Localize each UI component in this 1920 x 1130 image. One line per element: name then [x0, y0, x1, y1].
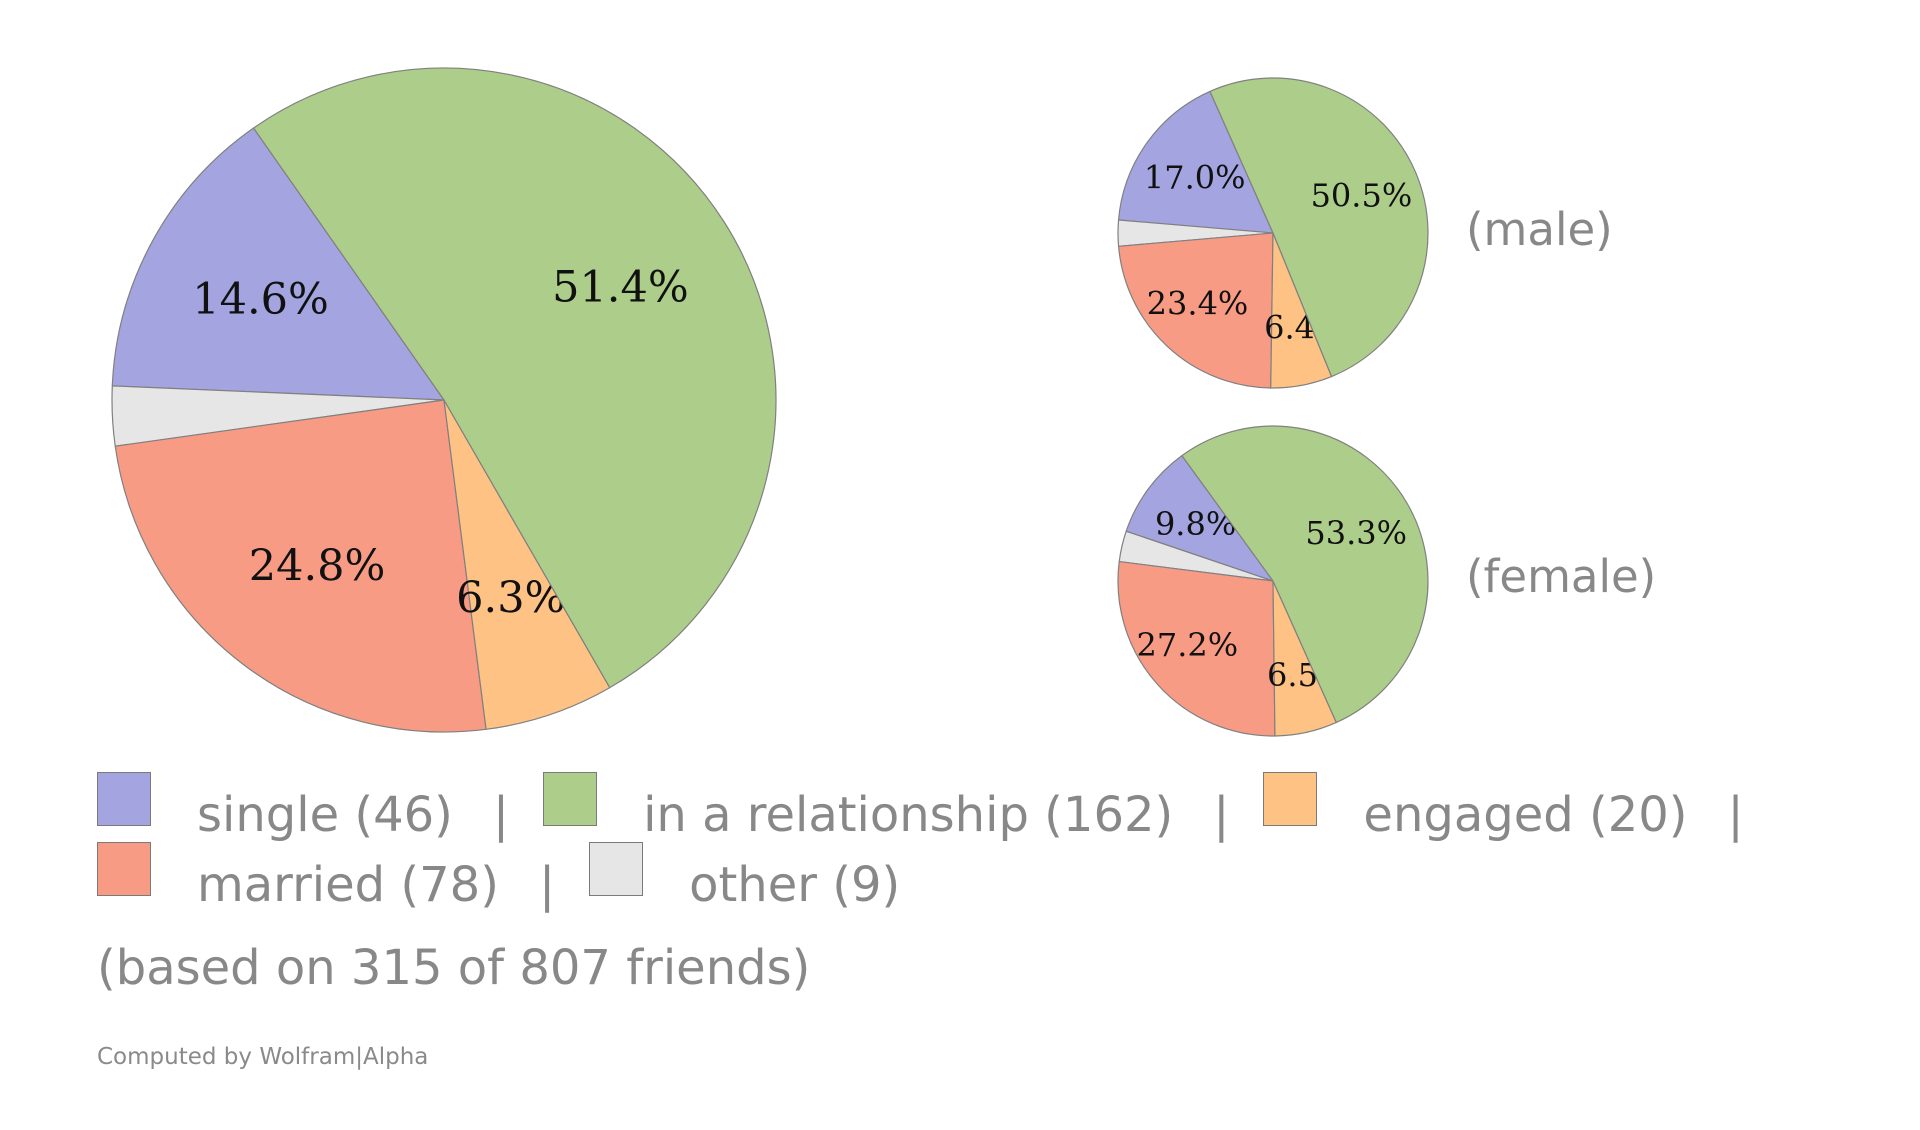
- legend-item-single: single (46): [97, 768, 453, 843]
- pie-label-all-married: 24.8%: [249, 541, 386, 591]
- pie-slice-all-married: [114, 399, 487, 733]
- legend-swatch-single: [97, 772, 151, 826]
- pie-slice-female-relationship: [1181, 425, 1429, 724]
- pie-chart-female: 9.8%27.2%6.5%53.3%: [1117, 425, 1429, 737]
- legend-label-relationship: in a relationship: [643, 787, 1029, 843]
- pie-label-all-single: 14.6%: [192, 275, 329, 325]
- legend-separator: |: [1213, 787, 1230, 843]
- legend-count-engaged: (20): [1589, 787, 1688, 843]
- pie-label-all-relationship: 51.4%: [552, 263, 689, 313]
- legend-swatch-relationship: [543, 772, 598, 826]
- legend-row-2: married (78) | other (9): [97, 838, 1887, 913]
- legend-item-married: married (78): [97, 838, 499, 913]
- pie-label-male-married: 23.4%: [1147, 284, 1249, 322]
- legend-item-relationship: in a relationship (162): [543, 768, 1173, 843]
- legend-separator: |: [1727, 787, 1744, 843]
- legend-label-engaged: engaged: [1363, 787, 1574, 843]
- pie-slice-all-relationship: [252, 67, 777, 689]
- legend: single (46) | in a relationship (162) | …: [97, 768, 1887, 913]
- pie-slice-male-relationship: [1209, 77, 1429, 378]
- legend-separator: |: [492, 787, 510, 843]
- pie-label-male-relationship: 50.5%: [1311, 176, 1413, 214]
- legend-swatch-other: [589, 842, 644, 896]
- legend-label-single: single: [197, 787, 340, 843]
- legend-label-other: other: [689, 857, 817, 913]
- pie-slice-male-married: [1117, 232, 1274, 389]
- pie-slice-female-single: [1125, 455, 1274, 582]
- pie-label-all-engaged: 6.3%: [456, 573, 565, 623]
- pie-slice-all-engaged: [443, 399, 611, 730]
- pie-charts: 14.6%24.8%6.3%51.4% 17.0%23.4%6.4%50.5% …: [111, 67, 1656, 737]
- legend-count-relationship: (162): [1044, 787, 1174, 843]
- female-group-label: (female): [1466, 550, 1656, 603]
- legend-count-other: (9): [832, 857, 901, 913]
- pie-slice-female-married: [1117, 560, 1276, 737]
- legend-swatch-engaged: [1263, 772, 1318, 826]
- legend-swatch-married: [97, 842, 151, 896]
- legend-item-engaged: engaged (20): [1263, 768, 1688, 843]
- male-group-label: (male): [1466, 203, 1613, 256]
- pie-chart-male: 17.0%23.4%6.4%50.5%: [1117, 77, 1429, 389]
- legend-count-single: (46): [354, 787, 453, 843]
- pie-label-female-married: 27.2%: [1136, 626, 1238, 664]
- legend-label-married: married: [197, 857, 386, 913]
- pie-chart-all: 14.6% 24.8% 6.3% 51.4%: [111, 67, 777, 733]
- pie-label-male-single: 17.0%: [1144, 158, 1246, 196]
- pie-slice-all-single: [111, 127, 445, 401]
- legend-count-married: (78): [400, 857, 499, 913]
- pie-slice-male-single: [1117, 90, 1274, 234]
- legend-row-1: single (46) | in a relationship (162) | …: [97, 768, 1887, 843]
- legend-separator: |: [538, 857, 556, 913]
- footnote: (based on 315 of 807 friends): [97, 940, 811, 996]
- legend-item-other: other (9): [589, 838, 900, 913]
- credit-text: Computed by Wolfram|Alpha: [97, 1044, 429, 1070]
- pie-label-female-relationship: 53.3%: [1305, 514, 1407, 552]
